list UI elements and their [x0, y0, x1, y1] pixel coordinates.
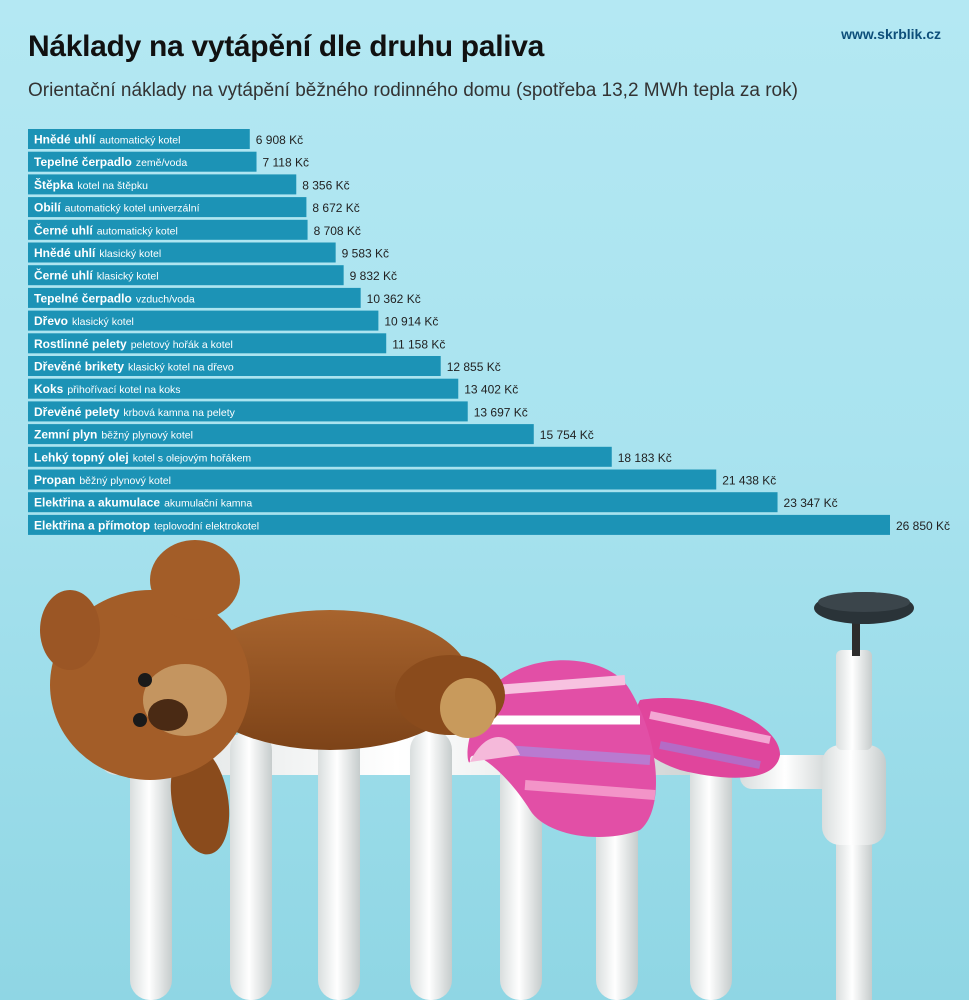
bar-group: Štěpka kotel na štěpku 8 356 Kč: [28, 174, 350, 195]
bar-label: Černé uhlí automatický kotel: [34, 222, 178, 237]
bar-label: Propan běžný plynový kotel: [34, 473, 171, 487]
bar: [28, 265, 344, 286]
bar-label: Dřevo klasický kotel: [34, 314, 134, 328]
bar: [28, 469, 717, 490]
value-label: 6 908 Kč: [256, 133, 303, 147]
bar: [28, 424, 534, 445]
chart-title: Náklady na vytápění dle druhu paliva: [28, 30, 545, 63]
bar-label: Tepelné čerpadlo vzduch/voda: [34, 291, 195, 305]
value-label: 10 914 Kč: [384, 315, 438, 329]
bar-label: Dřevěné pelety krbová kamna na pelety: [34, 405, 236, 419]
bar-group: Hnědé uhlí automatický kotel 6 908 Kč: [28, 129, 303, 149]
bar-group: Dřevěné pelety krbová kamna na pelety 13 6…: [28, 401, 528, 422]
bar-label: Hnědé uhlí automatický kotel: [34, 133, 180, 147]
bar-group: Černé uhlí automatický kotel 8 708 Kč: [28, 219, 361, 240]
bar-label: Tepelné čerpadlo země/voda: [34, 155, 187, 169]
value-label: 9 832 Kč: [350, 269, 397, 283]
value-label: 26 850 Kč: [896, 519, 950, 533]
bar-group: Černé uhlí klasický kotel 9 832 Kč: [28, 265, 397, 286]
bar: [28, 356, 441, 376]
brand-link[interactable]: www.skrblik.cz: [841, 26, 941, 42]
bar-group: Elektřina a akumulace akumulační kamna 23 …: [28, 492, 838, 513]
bar-group: Elektřina a přímotop teplovodní elektroko…: [28, 514, 950, 535]
bar: [28, 129, 250, 149]
bar-label: Elektřina a akumulace akumulační kamna: [34, 496, 252, 510]
bar-label: Koks přihořívací kotel na koks: [34, 382, 181, 396]
bar-group: Lehký topný olej kotel s olejovým hořákem…: [28, 446, 672, 467]
value-label: 12 855 Kč: [447, 360, 501, 374]
knitted-mittens: [467, 660, 780, 838]
bar-label: Zemní plyn běžný plynový kotel: [34, 428, 193, 442]
value-label: 11 158 Kč: [392, 337, 445, 351]
value-label: 8 356 Kč: [302, 178, 349, 192]
bar-group: Hnědé uhlí klasický kotel 9 583 Kč: [28, 242, 389, 263]
radiator-valve: [814, 592, 914, 1000]
bar-group: Tepelné čerpadlo vzduch/voda 10 362 Kč: [28, 287, 421, 308]
bar: [28, 378, 459, 399]
bar: [28, 151, 257, 172]
bar-label: Dřevěné brikety klasický kotel na dřevo: [34, 360, 234, 374]
bar: [28, 197, 307, 218]
teddy-bear: [40, 540, 505, 855]
bar: [28, 174, 297, 195]
bar: [28, 492, 778, 513]
radiator: [100, 725, 840, 1000]
value-label: 9 583 Kč: [342, 247, 389, 261]
value-label: 8 708 Kč: [314, 224, 361, 238]
bar-group: Rostlinné pelety peletový hořák a kotel 11…: [28, 333, 445, 354]
bar: [28, 333, 387, 354]
bar-group: Zemní plyn běžný plynový kotel 15 754 Kč: [28, 424, 594, 445]
value-label: 8 672 Kč: [312, 201, 359, 215]
value-label: 10 362 Kč: [367, 292, 421, 306]
bar-label: Štěpka kotel na štěpku: [34, 177, 148, 192]
bar-chart: Hnědé uhlí automatický kotel 6 908 Kč Tepel…: [28, 129, 950, 535]
bar-label: Rostlinné pelety peletový hořák a kotel: [34, 337, 233, 351]
bar: [28, 310, 379, 331]
bar-group: Koks přihořívací kotel na koks 13 402 Kč: [28, 378, 518, 399]
bar-label: Hnědé uhlí klasický kotel: [34, 246, 161, 260]
bar-label: Obilí automatický kotel univerzální: [34, 201, 200, 215]
bar-group: Obilí automatický kotel univerzální 8 672 …: [28, 197, 360, 218]
value-label: 15 754 Kč: [540, 428, 594, 442]
value-label: 21 438 Kč: [722, 474, 776, 488]
bar-label: Elektřina a přímotop teplovodní elektroko…: [34, 518, 259, 532]
bar: [28, 219, 308, 240]
bar: [28, 514, 890, 535]
photo-illustration: [40, 540, 914, 1000]
bar: [28, 287, 361, 308]
bar: [28, 401, 468, 422]
value-label: 13 402 Kč: [464, 383, 518, 397]
bar-label: Černé uhlí klasický kotel: [34, 268, 159, 283]
value-label: 18 183 Kč: [618, 451, 672, 465]
value-label: 23 347 Kč: [784, 496, 838, 510]
bar: [28, 242, 336, 263]
bar-group: Propan běžný plynový kotel 21 438 Kč: [28, 469, 776, 490]
bar-group: Dřevěné brikety klasický kotel na dřevo 12…: [28, 356, 501, 376]
chart-subtitle: Orientační náklady na vytápění běžného r…: [28, 80, 798, 101]
bar: [28, 446, 612, 467]
bar-label: Lehký topný olej kotel s olejovým hořákem: [34, 450, 251, 464]
bar-group: Tepelné čerpadlo země/voda 7 118 Kč: [28, 151, 309, 172]
value-label: 13 697 Kč: [474, 405, 528, 419]
bar-group: Dřevo klasický kotel 10 914 Kč: [28, 310, 438, 331]
value-label: 7 118 Kč: [263, 156, 309, 170]
